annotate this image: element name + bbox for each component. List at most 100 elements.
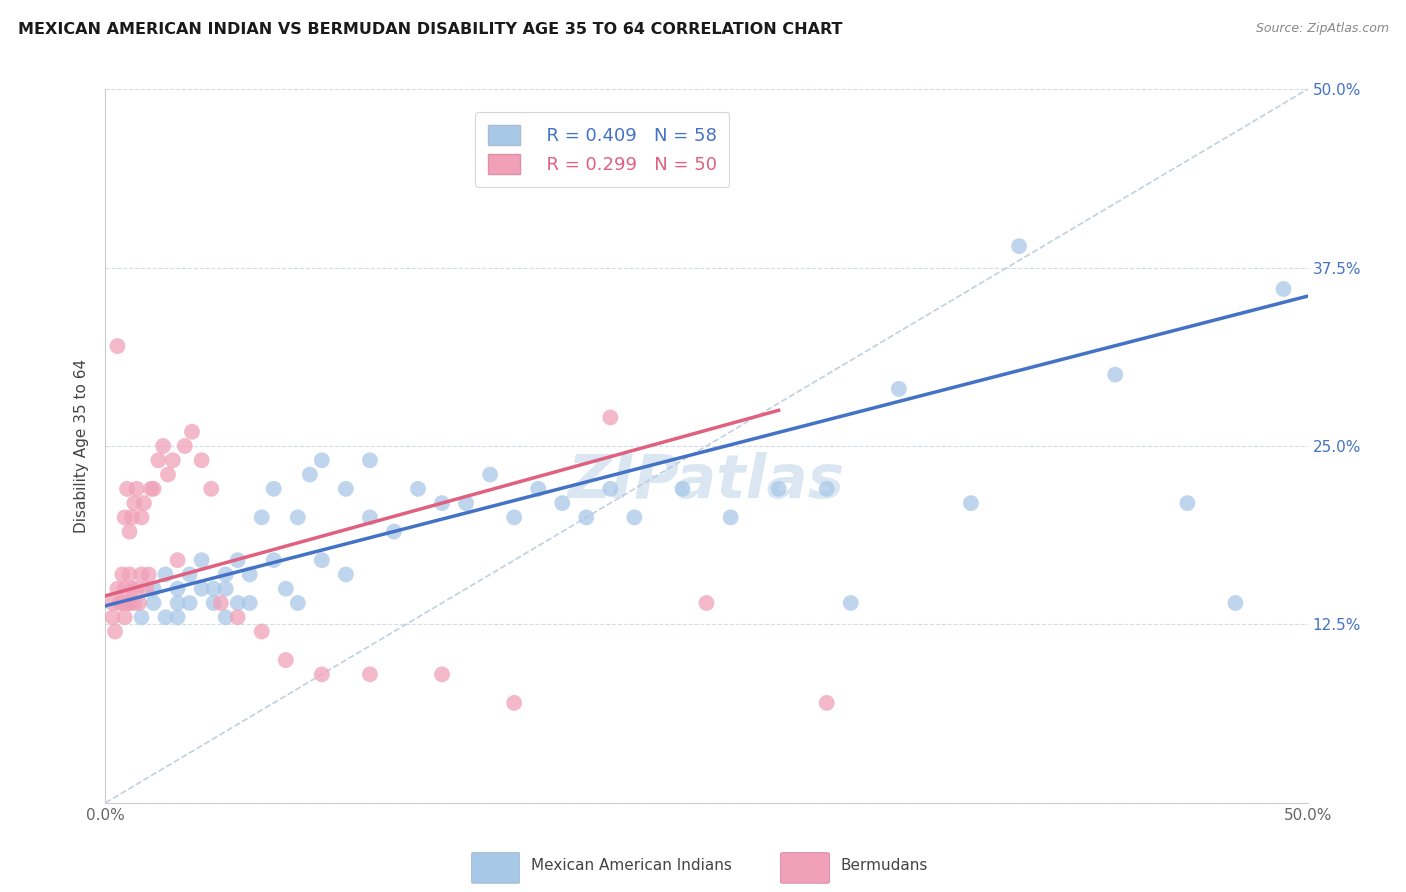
Point (623, 510, 645, 524)
FancyBboxPatch shape (471, 853, 520, 883)
Point (214, 567, 236, 582)
Point (209, 596, 232, 610)
Point (101, 596, 124, 610)
Point (599, 482, 621, 496)
Point (720, 510, 742, 524)
Point (148, 453, 170, 467)
Point (104, 624, 127, 639)
Point (335, 567, 357, 582)
Point (599, 410, 621, 425)
Point (768, 482, 790, 496)
Point (214, 582, 236, 596)
FancyBboxPatch shape (780, 853, 830, 883)
Point (815, 482, 838, 496)
Point (887, 382, 910, 396)
Point (335, 482, 357, 496)
Point (551, 496, 574, 510)
Point (115, 596, 138, 610)
Point (839, 596, 862, 610)
Point (1225, 596, 1247, 610)
Point (1272, 282, 1295, 296)
Point (359, 667, 381, 681)
Point (166, 582, 188, 596)
Text: ZIPatlas: ZIPatlas (568, 452, 845, 511)
Point (115, 482, 138, 496)
Point (155, 610, 177, 624)
Y-axis label: Disability Age 35 to 64: Disability Age 35 to 64 (75, 359, 90, 533)
Point (101, 610, 124, 624)
Point (190, 553, 212, 567)
Point (239, 596, 262, 610)
Point (1175, 496, 1198, 510)
Point (226, 596, 249, 610)
Point (138, 567, 160, 582)
Point (132, 496, 155, 510)
Point (124, 596, 146, 610)
Text: Source: ZipAtlas.com: Source: ZipAtlas.com (1256, 22, 1389, 36)
Point (503, 510, 526, 524)
Point (173, 439, 195, 453)
Point (179, 596, 201, 610)
Point (960, 496, 983, 510)
Point (162, 453, 184, 467)
Point (202, 596, 225, 610)
Point (142, 596, 165, 610)
Point (226, 610, 249, 624)
Point (142, 482, 165, 496)
Point (114, 582, 136, 596)
Point (135, 582, 157, 596)
Point (311, 553, 333, 567)
Point (124, 496, 146, 510)
Point (107, 339, 129, 353)
Point (575, 510, 598, 524)
Point (287, 596, 309, 610)
Point (156, 467, 179, 482)
Text: Bermudans: Bermudans (841, 858, 928, 872)
Point (359, 453, 381, 467)
Point (503, 696, 526, 710)
Point (359, 510, 381, 524)
Point (114, 510, 136, 524)
Point (142, 582, 165, 596)
Point (214, 610, 236, 624)
Point (152, 439, 174, 453)
Point (274, 582, 297, 596)
Legend:   R = 0.409   N = 58,   R = 0.299   N = 50: R = 0.409 N = 58, R = 0.299 N = 50 (475, 112, 730, 186)
Point (1008, 239, 1031, 253)
Point (111, 596, 134, 610)
Point (179, 567, 201, 582)
Point (298, 467, 321, 482)
Point (454, 496, 477, 510)
Point (111, 567, 134, 582)
Point (125, 482, 148, 496)
Point (118, 596, 141, 610)
Point (155, 567, 177, 582)
Point (250, 624, 273, 639)
Point (118, 596, 141, 610)
Point (166, 610, 188, 624)
Point (190, 453, 212, 467)
Point (479, 467, 502, 482)
Point (311, 453, 333, 467)
Point (118, 524, 141, 539)
Point (202, 582, 225, 596)
Point (125, 582, 148, 596)
Point (131, 610, 153, 624)
Point (1104, 368, 1126, 382)
Point (166, 553, 188, 567)
Text: Mexican American Indians: Mexican American Indians (531, 858, 733, 872)
Point (114, 610, 136, 624)
Point (263, 482, 285, 496)
Point (287, 510, 309, 524)
Point (107, 582, 129, 596)
Point (815, 696, 838, 710)
Point (108, 596, 131, 610)
Point (406, 482, 429, 496)
Point (382, 524, 405, 539)
Point (311, 667, 333, 681)
Point (696, 596, 718, 610)
Point (250, 510, 273, 524)
Point (121, 510, 143, 524)
Point (263, 553, 285, 567)
Point (671, 482, 693, 496)
